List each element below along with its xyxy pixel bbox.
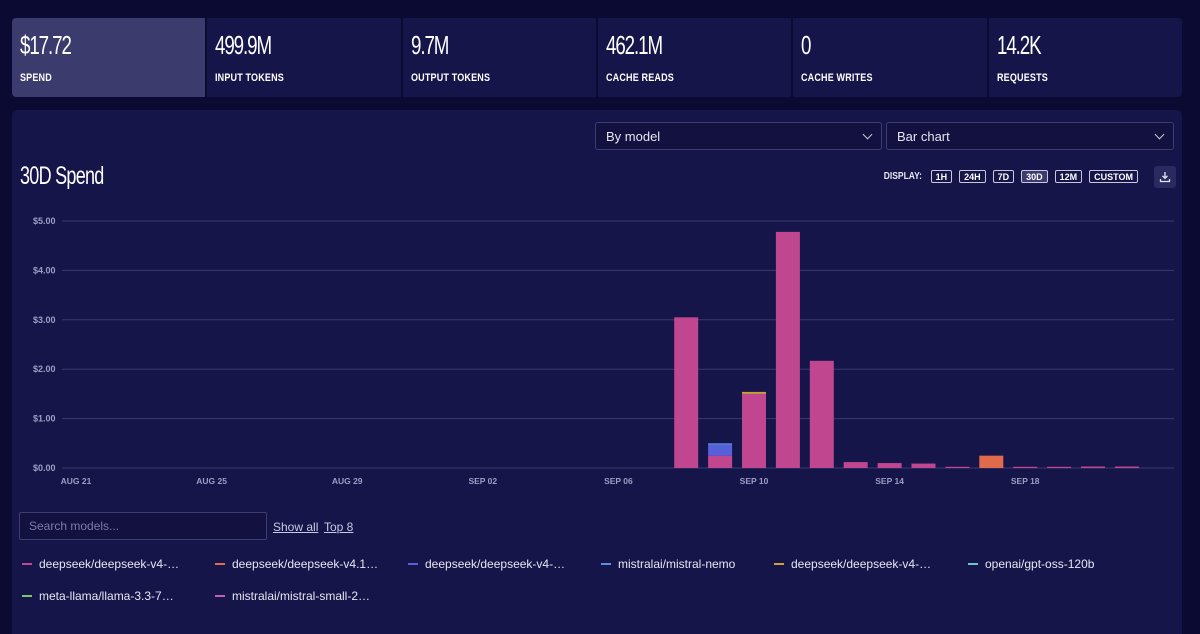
legend-item[interactable]: deepseek/deepseek-v4-…	[22, 557, 179, 571]
chart-panel: By model Bar chart 30D Spend DISPLAY: 1H…	[12, 110, 1182, 634]
legend-label: deepseek/deepseek-v4-…	[791, 557, 932, 571]
legend-label: deepseek/deepseek-v4-…	[39, 557, 180, 571]
stat-input-tokens[interactable]: 499.9M INPUT TOKENS	[207, 18, 401, 97]
download-icon	[1159, 172, 1171, 183]
legend-item[interactable]: deepseek/deepseek-v4.1…	[215, 557, 378, 571]
stat-output-tokens[interactable]: 9.7M OUTPUT TOKENS	[402, 18, 596, 97]
legend-item[interactable]: mistralai/mistral-nemo	[601, 557, 735, 571]
y-tick-label: $4.00	[33, 265, 56, 275]
legend-item[interactable]: meta-llama/llama-3.3-7…	[22, 589, 174, 603]
stat-spend[interactable]: $17.72 SPEND	[12, 18, 206, 97]
show-all-link[interactable]: Show all	[273, 520, 319, 534]
legend-label: mistralai/mistral-small-2…	[232, 589, 371, 603]
legend-swatch	[601, 563, 611, 565]
stat-cache-reads[interactable]: 462.1M CACHE READS	[597, 18, 792, 97]
bar-segment[interactable]	[742, 393, 766, 468]
stat-value: 499.9M	[215, 30, 272, 60]
group-by-value: By model	[606, 128, 661, 144]
bar-segment[interactable]	[877, 463, 902, 468]
bar-segment[interactable]	[945, 466, 970, 468]
chevron-down-icon	[1154, 129, 1165, 140]
legend-swatch	[22, 563, 32, 565]
x-tick-label: SEP 10	[740, 476, 769, 486]
legend-label: meta-llama/llama-3.3-7…	[39, 589, 174, 603]
bar-segment[interactable]	[1013, 466, 1038, 468]
group-by-select[interactable]: By model	[595, 122, 882, 150]
legend-label: openai/gpt-oss-120b	[985, 557, 1095, 571]
x-tick-label: AUG 21	[61, 476, 92, 486]
stat-value: 462.1M	[605, 30, 663, 60]
bar-segment[interactable]	[708, 444, 733, 456]
y-tick-label: $2.00	[33, 364, 56, 374]
stat-value: $17.72	[20, 30, 72, 60]
stat-label: CACHE WRITES	[801, 72, 873, 84]
x-tick-label: AUG 25	[196, 476, 227, 486]
y-tick-label: $5.00	[33, 216, 56, 226]
x-tick-label: SEP 06	[604, 476, 633, 486]
bar-segment[interactable]	[809, 360, 834, 468]
range-12m-button[interactable]: 12M	[1054, 170, 1083, 183]
bar-segment[interactable]	[674, 317, 699, 468]
chart-type-select[interactable]: Bar chart	[886, 122, 1174, 150]
search-models-input[interactable]	[19, 512, 267, 540]
legend-label: mistralai/mistral-nemo	[618, 557, 736, 571]
range-1h-button[interactable]: 1H	[930, 170, 953, 183]
top-8-link[interactable]: Top 8	[324, 520, 354, 534]
stat-value: 0	[801, 30, 811, 60]
stats-bar: $17.72 SPEND 499.9M INPUT TOKENS 9.7M OU…	[12, 18, 1182, 97]
spend-bar-chart: $0.00 $1.00 $2.00 $3.00 $4.00 $5.00 AUG 21 AUG …	[33, 216, 1174, 486]
bar-segment[interactable]	[843, 462, 868, 468]
bar-segment[interactable]	[1047, 466, 1072, 468]
legend-swatch	[408, 563, 418, 565]
y-tick-label: $3.00	[33, 315, 56, 325]
stat-label: CACHE READS	[605, 72, 674, 84]
legend-item[interactable]: deepseek/deepseek-v4-…	[774, 557, 931, 571]
legend-swatch	[968, 563, 978, 565]
range-selector: DISPLAY: 1H 24H 7D 30D 12M CUSTOM	[877, 170, 1138, 183]
stat-value: 14.2K	[996, 30, 1042, 60]
legend-item[interactable]: openai/gpt-oss-120b	[968, 557, 1094, 571]
stat-label: INPUT TOKENS	[215, 72, 285, 84]
bar-segment[interactable]	[979, 455, 1004, 468]
range-custom-button[interactable]: CUSTOM	[1089, 170, 1138, 183]
stat-label: OUTPUT TOKENS	[410, 72, 490, 84]
chart-title: 30D Spend	[20, 162, 104, 190]
range-30d-button[interactable]: 30D	[1021, 170, 1048, 183]
bar-segment[interactable]	[708, 455, 733, 468]
stat-label: SPEND	[20, 72, 52, 84]
chevron-down-icon	[862, 129, 873, 140]
display-label: DISPLAY:	[883, 171, 922, 182]
legend-label: deepseek/deepseek-v4-…	[425, 557, 566, 571]
legend-item[interactable]: deepseek/deepseek-v4-…	[408, 557, 565, 571]
stat-label: REQUESTS	[996, 72, 1048, 84]
chart-type-value: Bar chart	[897, 128, 950, 144]
range-7d-button[interactable]: 7D	[992, 170, 1015, 183]
legend-swatch	[215, 595, 225, 597]
bar-segment[interactable]	[1114, 466, 1139, 468]
stat-cache-writes[interactable]: 0 CACHE WRITES	[793, 18, 987, 97]
bar-segment[interactable]	[775, 231, 800, 468]
x-tick-label: AUG 29	[332, 476, 363, 486]
legend-swatch	[774, 563, 784, 565]
legend-label: deepseek/deepseek-v4.1…	[232, 557, 379, 571]
legend-item[interactable]: mistralai/mistral-small-2…	[215, 589, 370, 603]
legend-swatch	[215, 563, 225, 565]
y-tick-label: $1.00	[33, 414, 56, 424]
x-tick-label: SEP 14	[875, 476, 904, 486]
bar-segment[interactable]	[1081, 466, 1105, 468]
y-tick-label: $0.00	[33, 463, 56, 473]
bar-segment[interactable]	[742, 391, 766, 394]
bar-segment[interactable]	[708, 443, 733, 445]
x-tick-label: SEP 18	[1011, 476, 1040, 486]
bar-segment[interactable]	[911, 463, 936, 468]
stat-requests[interactable]: 14.2K REQUESTS	[988, 18, 1182, 97]
download-button[interactable]	[1154, 166, 1176, 188]
x-tick-label: SEP 02	[468, 476, 497, 486]
range-24h-button[interactable]: 24H	[959, 170, 986, 183]
legend-swatch	[22, 595, 32, 597]
stat-value: 9.7M	[410, 30, 449, 60]
